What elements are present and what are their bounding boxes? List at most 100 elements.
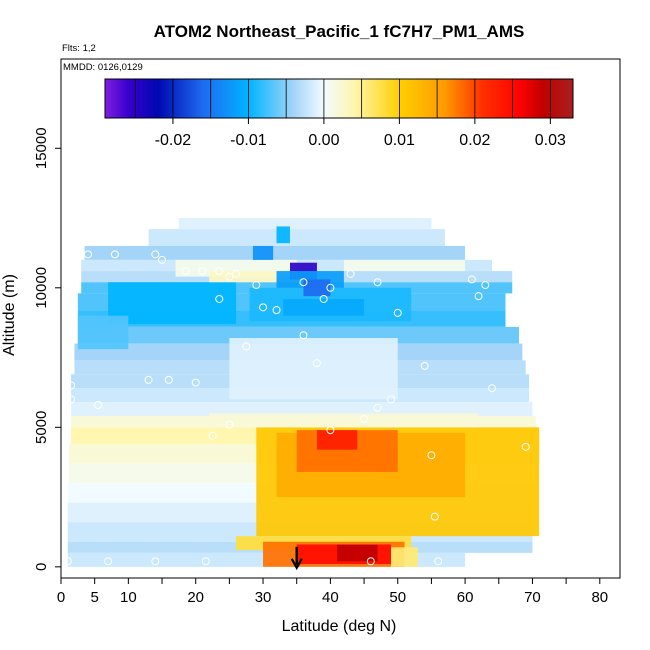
x-axis-label: Latitude (deg N) — [282, 618, 397, 635]
sample-point — [201, 557, 210, 566]
x-tick-label: 70 — [524, 589, 541, 606]
marker-head — [290, 558, 303, 571]
sample-point — [67, 381, 76, 390]
colorbar-tick-label: 0.03 — [535, 132, 566, 149]
curtain-feature — [209, 413, 479, 428]
location-marker — [290, 546, 303, 571]
sample-point — [521, 442, 530, 451]
curtain-feature — [337, 544, 378, 562]
y-axis-label: Altitude (m) — [1, 274, 18, 356]
sample-point — [299, 278, 308, 287]
curtain-feature — [77, 315, 129, 350]
y-tick-label: 15000 — [33, 127, 50, 169]
sample-point — [191, 378, 200, 387]
curtain-feature — [108, 282, 237, 325]
curtain-band — [84, 245, 466, 260]
date-label: MMDD: 0126,0129 — [63, 62, 143, 73]
sample-point — [215, 267, 224, 276]
y-axis: 0 5000 10000 15000 — [33, 127, 61, 571]
sample-point — [94, 401, 103, 409]
sample-point — [63, 557, 72, 566]
x-tick-label: 10 — [120, 589, 137, 606]
sample-point — [151, 250, 160, 259]
colorbar-tick-label: 0.01 — [384, 132, 415, 149]
curtain-band — [71, 402, 533, 417]
curtain-feature — [343, 259, 466, 272]
x-tick-label: 20 — [187, 589, 204, 606]
sample-point — [373, 278, 382, 287]
sample-point — [427, 451, 436, 460]
curtain-feature — [252, 245, 274, 260]
sample-point — [242, 342, 251, 351]
sample-point — [83, 250, 92, 259]
sample-point — [181, 267, 190, 276]
sample-point — [430, 512, 439, 521]
sample-point — [393, 308, 402, 317]
sample-point — [198, 267, 207, 276]
curtain-feature — [316, 430, 358, 450]
x-tick-label: 30 — [255, 589, 272, 606]
sample-point — [252, 281, 261, 290]
colorbar-tick-label: -0.01 — [230, 132, 267, 149]
sample-point — [215, 294, 224, 303]
y-tick-label: 10000 — [33, 267, 50, 309]
colorbar-ticks: -0.02 -0.01 0.00 0.01 0.02 0.03 — [134, 79, 566, 149]
sample-point — [225, 420, 234, 429]
curtain-feature — [283, 298, 365, 316]
x-axis: 0 5 10 20 30 40 50 60 70 80 — [57, 578, 608, 606]
sample-point — [346, 269, 355, 278]
x-tick-label: 80 — [591, 589, 608, 606]
colorbar-tick-label: 0.02 — [459, 132, 490, 149]
feature-layer — [77, 226, 540, 567]
colorbar-tick-label: -0.02 — [155, 132, 192, 149]
curtain-feature — [276, 226, 290, 244]
plot-frame — [60, 58, 621, 579]
y-tick-label: 0 — [33, 563, 50, 571]
sample-point — [110, 250, 119, 259]
x-tick-label: 5 — [91, 589, 99, 606]
x-tick-label: 60 — [457, 589, 474, 606]
sample-point — [434, 557, 443, 566]
sample-point — [232, 269, 241, 278]
sample-point — [67, 395, 76, 404]
sample-point — [420, 361, 429, 370]
curtain-band — [178, 218, 432, 230]
sample-point — [225, 272, 234, 281]
sample-points-layer — [63, 250, 530, 566]
sample-point — [259, 303, 268, 312]
x-tick-label: 50 — [389, 589, 406, 606]
curtain-feature — [391, 547, 418, 567]
sample-point — [151, 557, 160, 566]
colorbar-tick-label: 0.00 — [308, 132, 339, 149]
sample-point — [366, 557, 375, 566]
sample-point — [272, 306, 281, 315]
sample-point — [326, 426, 335, 435]
sample-point — [326, 283, 335, 292]
chart-title: ATOM2 Northeast_Pacific_1 fC7H7_PM1_AMS — [154, 22, 525, 41]
sample-point — [312, 359, 321, 368]
flights-label: Flts: 1,2 — [62, 43, 96, 54]
curtain-feature — [229, 338, 398, 400]
sample-point — [467, 275, 476, 284]
curtain-band — [77, 326, 519, 344]
sample-point — [481, 281, 490, 290]
colorbar — [104, 78, 574, 119]
sample-point — [319, 294, 328, 303]
sample-point — [208, 431, 217, 440]
y-tick-label: 5000 — [33, 411, 50, 444]
sample-point — [373, 403, 382, 412]
sample-point — [144, 375, 153, 384]
curtain-feature — [303, 279, 331, 297]
sample-point — [360, 414, 369, 423]
sample-point — [488, 384, 497, 393]
sample-point — [299, 331, 308, 340]
sample-point — [474, 292, 483, 301]
x-tick-label: 0 — [57, 589, 65, 606]
sample-point — [158, 255, 167, 264]
x-tick-label: 40 — [322, 589, 339, 606]
sample-point — [164, 375, 173, 384]
sample-point — [104, 557, 113, 566]
curtain-band — [148, 229, 445, 246]
curtain-feature — [209, 271, 277, 283]
